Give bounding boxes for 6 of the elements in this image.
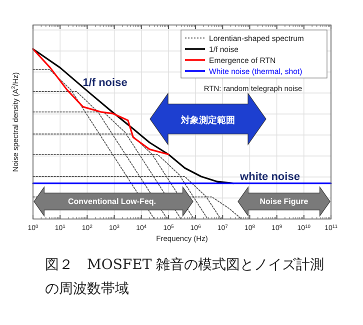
annotation: Noise Figure [260, 197, 309, 206]
annotation: 対象測定範囲 [180, 115, 235, 126]
annotation: Conventional Low-Feq. [68, 197, 156, 206]
annotation: 1/f noise [82, 77, 128, 89]
annotation: white noise [239, 171, 300, 183]
text: 図２ MOSFET 雑音の模式図とノイズ計測の周波数帯域 [45, 256, 326, 299]
